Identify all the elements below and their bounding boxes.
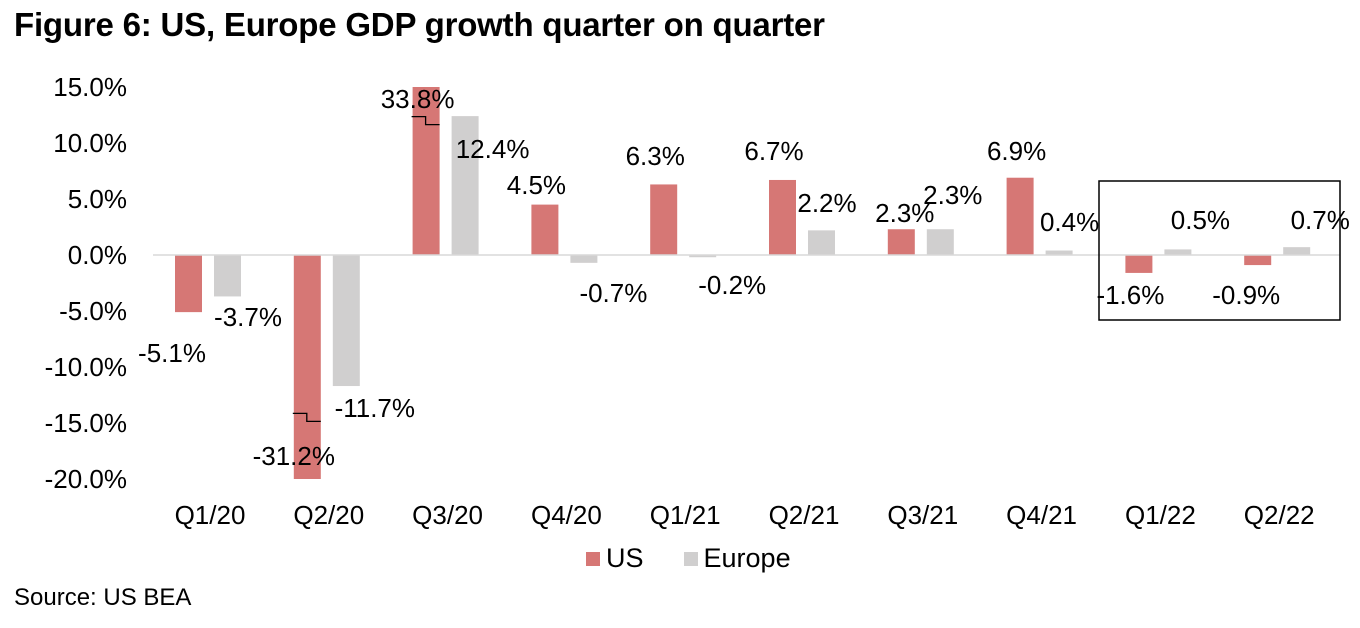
legend-label-us: US (606, 543, 644, 573)
axis-break-marker (292, 412, 321, 423)
legend-swatch-europe (683, 551, 698, 566)
bar-us-q3-20 (412, 87, 440, 255)
data-labels: -5.1%-31.2%33.8%4.5%6.3% 6.7%2.3%6.9%-1.6… (138, 84, 1350, 471)
bar-europe-q3-20 (451, 116, 479, 256)
y-axis: 15.0% 10.0% 5.0% 0.0% -5.0% -10.0% -15.0% -20.0… (45, 72, 127, 494)
bar-us-q3-21 (887, 229, 915, 255)
x-tick-label: Q2/22 (1244, 500, 1315, 530)
y-tick-label: -20.0% (45, 464, 127, 494)
data-label-europe: 0.4% (1040, 207, 1099, 237)
x-tick-label: Q4/21 (1006, 500, 1077, 530)
bar-europe-q1-21 (689, 255, 717, 258)
x-tick-label: Q1/21 (650, 500, 721, 530)
data-label-us: 33.8% (381, 84, 455, 114)
data-label-us: 6.9% (987, 136, 1046, 166)
bar-us-q2-21 (769, 179, 796, 255)
legend-item-us: US (586, 543, 644, 574)
data-label-us: -31.2% (253, 441, 335, 471)
y-tick-label: -10.0% (45, 352, 127, 382)
y-tick-label: 10.0% (53, 128, 127, 158)
data-label-us: -0.9% (1212, 280, 1280, 310)
y-tick-label: 15.0% (53, 72, 127, 102)
x-tick-label: Q3/21 (887, 500, 958, 530)
x-tick-label: Q4/20 (531, 500, 602, 530)
legend-swatch-us (586, 551, 600, 566)
data-label-europe: 0.7% (1291, 205, 1350, 235)
data-label-europe: 0.5% (1171, 205, 1230, 235)
data-label-us: 4.5% (507, 170, 566, 200)
data-label-europe: -3.7% (214, 302, 282, 332)
bar-us-q2-20 (293, 255, 321, 479)
data-label-europe: -0.7% (579, 278, 647, 308)
legend-item-europe: Europe (683, 543, 791, 574)
y-tick-label: -15.0% (45, 408, 127, 438)
x-tick-label: Q3/20 (412, 500, 483, 530)
highlight-box (1098, 180, 1341, 321)
legend-label-europe: Europe (703, 543, 791, 573)
bar-europe-q4-21 (1045, 250, 1073, 255)
bar-europe-q2-22 (1283, 247, 1311, 255)
data-label-us: 6.3% (626, 141, 685, 171)
bar-us-q4-20 (531, 204, 559, 255)
bar-us-q1-22 (1125, 255, 1153, 273)
axis-break-markers (292, 115, 440, 423)
data-label-europe: 12.4% (456, 134, 530, 164)
x-tick-label: Q2/21 (769, 500, 840, 530)
x-tick-label: Q1/20 (175, 500, 246, 530)
data-label-europe: 2.3% (923, 180, 982, 210)
bar-europe-q4-20 (570, 255, 598, 263)
data-label-us: -1.6% (1096, 280, 1164, 310)
x-tick-label: Q1/22 (1125, 500, 1196, 530)
source-note: Source: US BEA (14, 584, 192, 611)
bar-europe-q1-20 (214, 255, 241, 297)
bar-europe-q1-22 (1164, 249, 1192, 255)
axis-break-marker (411, 115, 440, 126)
bars (175, 87, 1311, 479)
x-tick-label: Q2/20 (293, 500, 364, 530)
bar-us-q1-20 (175, 255, 202, 313)
data-label-europe: -11.7% (335, 393, 415, 423)
bar-us-q1-21 (650, 184, 678, 255)
bar-europe-q2-21 (808, 230, 835, 255)
bar-us-q2-22 (1244, 255, 1272, 266)
legend: US Europe (586, 543, 831, 574)
figure-title: Figure 6: US, Europe GDP growth quarter … (14, 6, 825, 43)
data-label-europe: -0.2% (698, 270, 766, 300)
bar-europe-q3-21 (926, 229, 954, 255)
data-label-europe: 2.2% (797, 188, 856, 218)
data-label-us: -5.1% (138, 338, 206, 368)
bar-us-q4-21 (1006, 177, 1034, 255)
y-tick-label: 0.0% (68, 240, 127, 270)
data-label-us: 6.7% (744, 136, 803, 166)
bar-europe-q2-20 (332, 255, 360, 387)
y-tick-label: -5.0% (59, 296, 127, 326)
x-axis: Q1/20 Q2/20 Q3/20 Q4/20 Q1/21 Q2/21 Q3/21 Q4/21… (175, 500, 1315, 530)
y-tick-label: 5.0% (68, 184, 127, 214)
data-label-us: 2.3% (875, 198, 934, 228)
